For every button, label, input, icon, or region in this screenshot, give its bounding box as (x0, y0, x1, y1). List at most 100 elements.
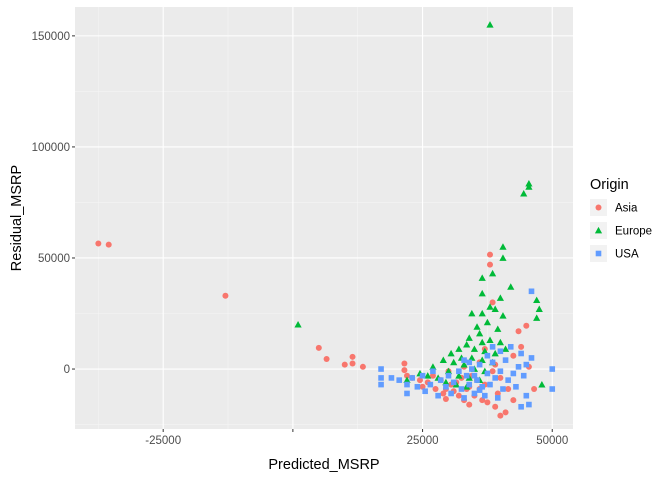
data-point-asia (315, 344, 322, 351)
data-point-usa (528, 288, 535, 295)
data-point-usa (414, 384, 421, 390)
data-point-europe (478, 309, 486, 317)
data-point-usa (497, 348, 504, 355)
data-point-asia (518, 343, 525, 350)
data-point-usa (404, 381, 410, 388)
data-point-asia (341, 361, 348, 368)
data-point-usa (482, 392, 488, 399)
data-point-europe (488, 269, 497, 277)
x-tick-label: -25000 (145, 435, 181, 447)
data-point-asia (492, 403, 499, 410)
data-point-usa (419, 372, 426, 379)
data-point-usa (474, 377, 480, 383)
data-point-asia (502, 409, 509, 416)
minor-gridlines (75, 7, 573, 429)
legend-marker-asia (595, 204, 602, 211)
data-point-europe (429, 363, 437, 370)
legend-label: Asia (615, 203, 638, 215)
data-point-asia (489, 368, 496, 375)
data-point-europe (501, 345, 510, 352)
data-point-usa (492, 375, 498, 381)
data-point-europe (470, 345, 479, 352)
y-tick-label: 150000 (32, 31, 70, 43)
data-point-asia (222, 292, 229, 299)
data-point-usa (388, 375, 395, 381)
data-point-usa (378, 381, 384, 388)
data-point-europe (444, 367, 453, 375)
data-point-asia (531, 386, 538, 393)
x-tick-label: 50000 (536, 435, 568, 447)
data-point-usa (515, 364, 522, 370)
data-point-usa (471, 390, 478, 397)
data-point-asia (401, 360, 408, 367)
data-point-usa (528, 355, 535, 361)
data-point-europe (463, 341, 471, 348)
data-point-europe (499, 312, 507, 319)
data-point-asia (497, 374, 504, 381)
data-point-usa (450, 379, 457, 386)
data-point-usa (484, 370, 491, 377)
data-point-europe (499, 243, 507, 250)
data-point-usa (476, 387, 483, 393)
data-point-usa (443, 384, 449, 390)
data-point-usa (549, 366, 556, 372)
data-point-usa (430, 368, 436, 375)
data-point-usa (513, 384, 519, 390)
data-point-europe (486, 21, 494, 28)
legend: Origin Asia Europe USA (590, 177, 652, 262)
data-point-usa (456, 368, 462, 375)
data-point-europe (491, 349, 499, 357)
data-point-usa (549, 386, 556, 392)
data-point-europe (468, 354, 476, 361)
data-point-usa (448, 390, 454, 397)
data-point-europe (424, 372, 432, 379)
data-point-europe (478, 274, 486, 281)
data-point-usa (427, 381, 434, 388)
data-point-europe (525, 179, 533, 187)
data-point-europe (494, 325, 502, 332)
data-point-asia (416, 377, 423, 384)
data-point-europe (450, 358, 458, 366)
data-point-asia (442, 396, 449, 403)
legend-label: Europe (615, 226, 652, 238)
data-point-usa (378, 375, 384, 381)
data-point-usa (520, 372, 527, 379)
data-point-europe (468, 309, 476, 317)
data-point-usa (502, 357, 509, 363)
data-point-europe (294, 321, 302, 328)
data-point-europe (486, 336, 494, 344)
data-point-asia (349, 360, 356, 367)
legend-marker-usa (595, 250, 602, 257)
legend-marker-europe (594, 226, 603, 234)
legend-label: USA (615, 249, 639, 261)
data-point-europe (447, 349, 455, 357)
data-point-usa (507, 344, 514, 350)
data-point-europe (496, 294, 504, 301)
legend-item-usa: USA (590, 245, 639, 262)
data-point-asia (429, 372, 436, 379)
data-point-asia (105, 241, 112, 248)
data-point-asia (523, 322, 530, 329)
data-point-europe (455, 372, 463, 379)
data-point-usa (523, 361, 530, 368)
data-point-usa (479, 384, 486, 390)
data-point-usa (484, 352, 491, 359)
data-point-europe (525, 183, 533, 190)
x-tick-label: 25000 (407, 435, 439, 447)
series-usa (378, 288, 556, 410)
data-point-europe (533, 296, 541, 304)
data-point-europe (481, 347, 489, 355)
data-point-europe (439, 356, 447, 364)
data-point-asia (497, 412, 504, 419)
data-point-usa (466, 359, 473, 366)
data-point-europe (403, 376, 411, 384)
data-point-europe (455, 345, 463, 352)
data-point-europe (473, 323, 481, 330)
plot-panel (75, 7, 573, 429)
data-point-europe (460, 360, 468, 368)
data-point-europe (499, 254, 507, 261)
data-point-europe (507, 283, 515, 290)
data-point-usa (500, 386, 506, 392)
data-point-usa (476, 361, 483, 368)
